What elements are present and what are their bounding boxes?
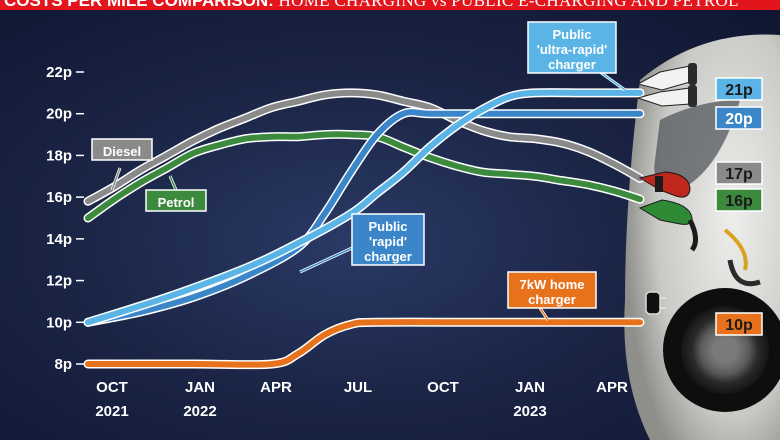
series-label-diesel: Diesel	[103, 144, 141, 159]
x-axis-ticks: OCT 2021 JAN 2022 APR JUL OCT JAN 2023 APR	[95, 379, 628, 420]
y-tick-label: 14p	[46, 231, 72, 248]
x-tick-month: JAN	[515, 379, 545, 396]
x-tick-month: OCT	[96, 379, 128, 396]
series-lines	[83, 88, 645, 370]
series-label-ultra-rapid: charger	[548, 57, 596, 72]
series-label-ultra-rapid: 'ultra-rapid'	[537, 42, 607, 57]
label-leader-inner-rapid	[299, 247, 353, 273]
x-tick-month: OCT	[427, 379, 459, 396]
series-line-petrol	[85, 131, 643, 221]
y-tick-label: 12p	[46, 273, 72, 290]
series-label-petrol: Petrol	[158, 195, 195, 210]
end-label-box-ultra-rapid	[715, 77, 763, 101]
label-box-diesel	[91, 138, 153, 161]
series-line-rapid	[85, 109, 643, 326]
label-leader-inner-home	[539, 307, 549, 321]
label-leader-inner-diesel	[111, 167, 121, 191]
chart-title-rest: HOME CHARGING vs PUBLIC E-CHARGING AND P…	[278, 0, 739, 10]
label-leader-inner-petrol	[169, 175, 177, 191]
y-tick-label: 16p	[46, 189, 72, 206]
series-line-ultra-rapid	[85, 89, 643, 326]
charge-cable	[727, 259, 761, 287]
x-tick-year: 2021	[95, 403, 128, 420]
series-label-home: charger	[528, 292, 576, 307]
car-illustration	[624, 34, 780, 440]
series-label-rapid: 'rapid'	[369, 234, 407, 249]
label-box-rapid	[351, 213, 425, 266]
x-tick-month: APR	[260, 379, 292, 396]
y-tick-label: 10p	[46, 314, 72, 331]
ultra-rapid-plug-icon	[636, 63, 697, 91]
end-label-box-rapid	[715, 106, 763, 130]
y-axis-ticks: 8p 10p 12p 14p 16p 18p 20p 22p	[46, 64, 84, 373]
y-tick-label: 18p	[46, 147, 72, 164]
x-tick-month: JUL	[344, 379, 372, 396]
charge-cable-yellow	[723, 228, 748, 271]
end-label-ultra-rapid: 21p	[725, 82, 753, 99]
x-tick-month: JAN	[185, 379, 215, 396]
series-label-home: 7kW home	[519, 277, 584, 292]
chart-title: COSTS PER MILE COMPARISON: HOME CHARGING…	[4, 0, 739, 10]
rapid-plug-icon	[636, 85, 697, 107]
x-tick-year: 2023	[513, 403, 546, 420]
series-line-home	[85, 319, 643, 368]
title-bar: COSTS PER MILE COMPARISON: HOME CHARGING…	[0, 0, 780, 10]
car-hub	[713, 338, 737, 362]
y-tick-label: 8p	[54, 356, 72, 373]
label-leader-inner-ultra-rapid	[599, 71, 626, 91]
end-label-box-petrol	[715, 188, 763, 212]
home-plug-icon	[645, 291, 666, 315]
x-tick-year: 2022	[183, 403, 216, 420]
series-label-rapid: Public	[368, 219, 407, 234]
end-label-petrol: 16p	[725, 193, 753, 210]
end-label-box-home	[715, 312, 763, 336]
series-label-rapid: charger	[364, 249, 412, 264]
diesel-nozzle-icon	[638, 171, 691, 198]
end-value-labels: 21p 20p 17p 16p 10p	[715, 77, 763, 336]
series-line-diesel	[85, 89, 643, 205]
label-box-petrol	[145, 189, 207, 212]
end-label-diesel: 17p	[725, 166, 753, 183]
series-labels: DieselPetrolPublic'ultra-rapid'chargerPu…	[91, 21, 626, 321]
petrol-nozzle-icon	[638, 199, 698, 252]
label-box-home	[507, 271, 597, 309]
end-label-box-diesel	[715, 161, 763, 185]
y-tick-label: 22p	[46, 64, 72, 81]
y-tick-label: 20p	[46, 106, 72, 123]
end-label-rapid: 20p	[725, 111, 753, 128]
label-box-ultra-rapid	[527, 21, 617, 74]
chart-title-bold: COSTS PER MILE COMPARISON:	[4, 0, 274, 10]
end-label-home: 10p	[725, 317, 753, 334]
series-label-ultra-rapid: Public	[552, 27, 591, 42]
series-line-outline-home	[83, 317, 645, 370]
x-tick-month: APR	[596, 379, 628, 396]
